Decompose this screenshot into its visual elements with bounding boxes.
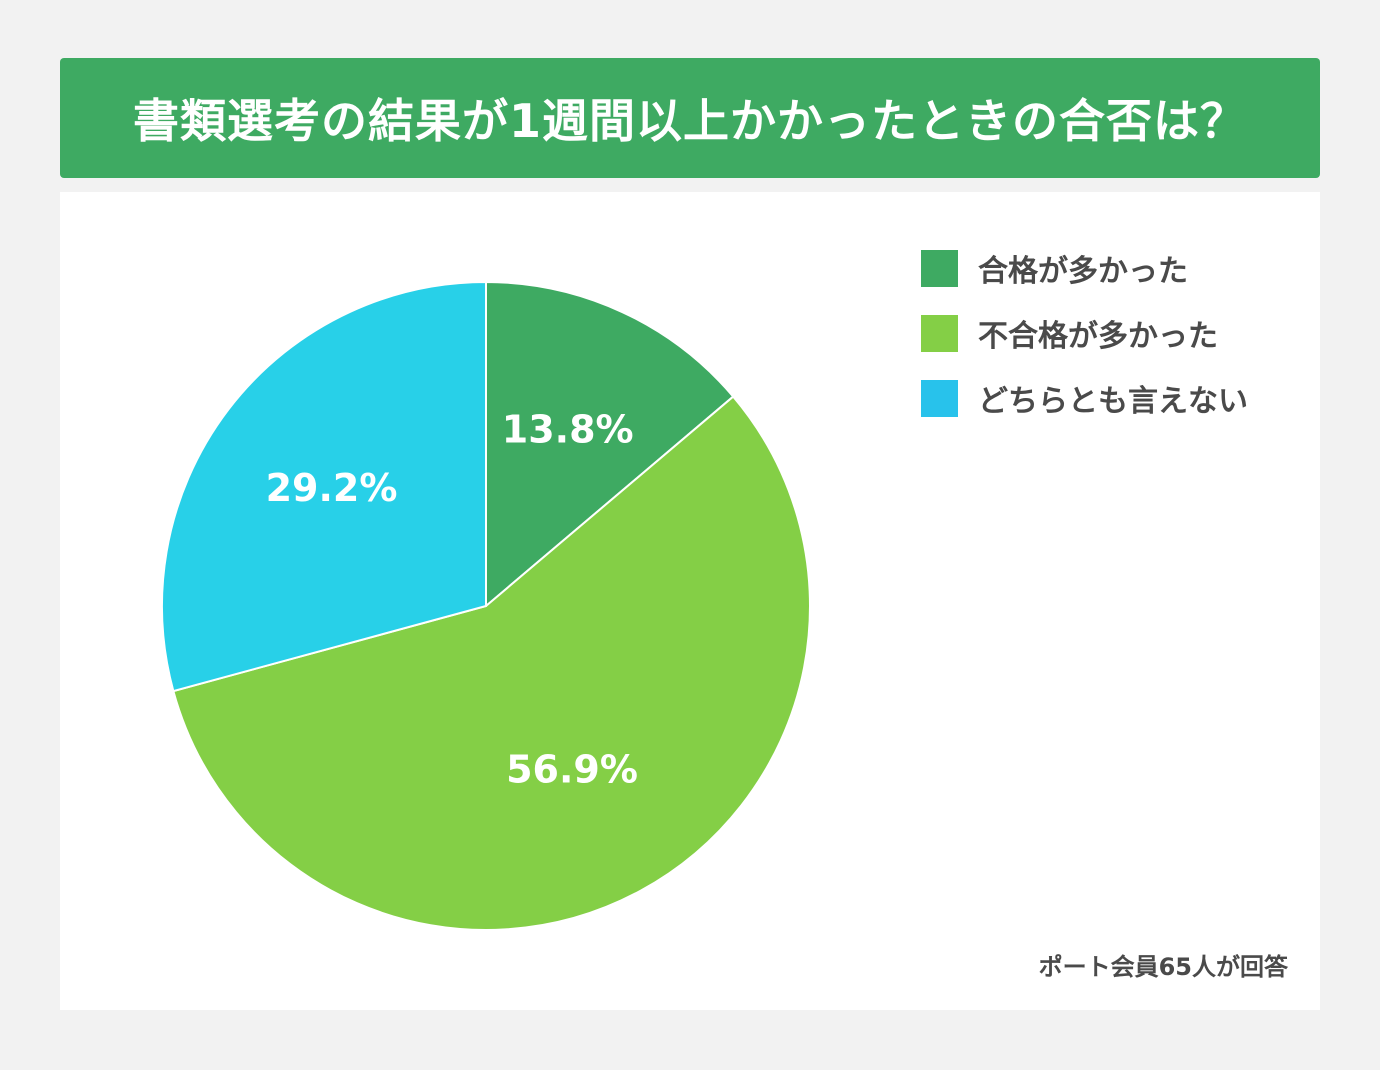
legend-swatch-fail [921, 314, 958, 352]
legend-item-neither: どちらとも言えない [921, 378, 1248, 419]
legend-swatch-pass [921, 249, 958, 287]
legend: 合格が多かった 不合格が多かった どちらとも言えない [921, 248, 1248, 443]
legend-item-fail: 不合格が多かった [921, 313, 1248, 354]
legend-label-neither: どちらとも言えない [978, 384, 1248, 419]
pie-slice-neither [161, 280, 487, 693]
pie-labels: 13.8% 56.9% 29.2% [266, 408, 638, 792]
legend-label-fail: 不合格が多かった [978, 319, 1218, 354]
chart-panel: 13.8% 56.9% 29.2% 合格が多かった 不合格が多かった どちらとも言え… [60, 192, 1320, 1010]
pie-label-pass: 13.8% [502, 408, 634, 452]
pie-label-fail: 56.9% [506, 747, 638, 791]
chart-title-bar: 書類選考の結果が1週間以上かかったときの合否は？ [60, 58, 1320, 178]
pie-slice-pass [485, 280, 735, 609]
source-note: ポート会員65人が回答 [1038, 953, 1288, 981]
legend-item-pass: 合格が多かった [921, 248, 1248, 289]
pie-slices [161, 280, 811, 931]
chart-title: 書類選考の結果が1週間以上かかったときの合否は？ [132, 94, 1247, 148]
pie-chart: 13.8% 56.9% 29.2% [161, 280, 811, 931]
pie-label-neither: 29.2% [266, 466, 398, 510]
legend-swatch-neither [921, 379, 958, 417]
legend-label-pass: 合格が多かった [978, 254, 1188, 289]
pie-slice-fail [172, 395, 811, 931]
